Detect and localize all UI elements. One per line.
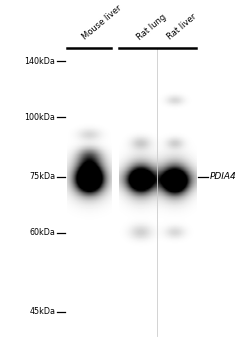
Text: 100kDa: 100kDa <box>24 113 55 122</box>
Text: 45kDa: 45kDa <box>29 307 55 316</box>
Bar <box>119 48 196 336</box>
Text: Rat lung: Rat lung <box>136 12 168 42</box>
Text: Mouse liver: Mouse liver <box>80 4 123 42</box>
Bar <box>67 48 111 336</box>
Text: 75kDa: 75kDa <box>29 172 55 181</box>
Text: 140kDa: 140kDa <box>24 57 55 65</box>
Text: Rat liver: Rat liver <box>165 12 198 42</box>
Text: PDIA4: PDIA4 <box>210 172 237 181</box>
Text: 60kDa: 60kDa <box>29 229 55 237</box>
